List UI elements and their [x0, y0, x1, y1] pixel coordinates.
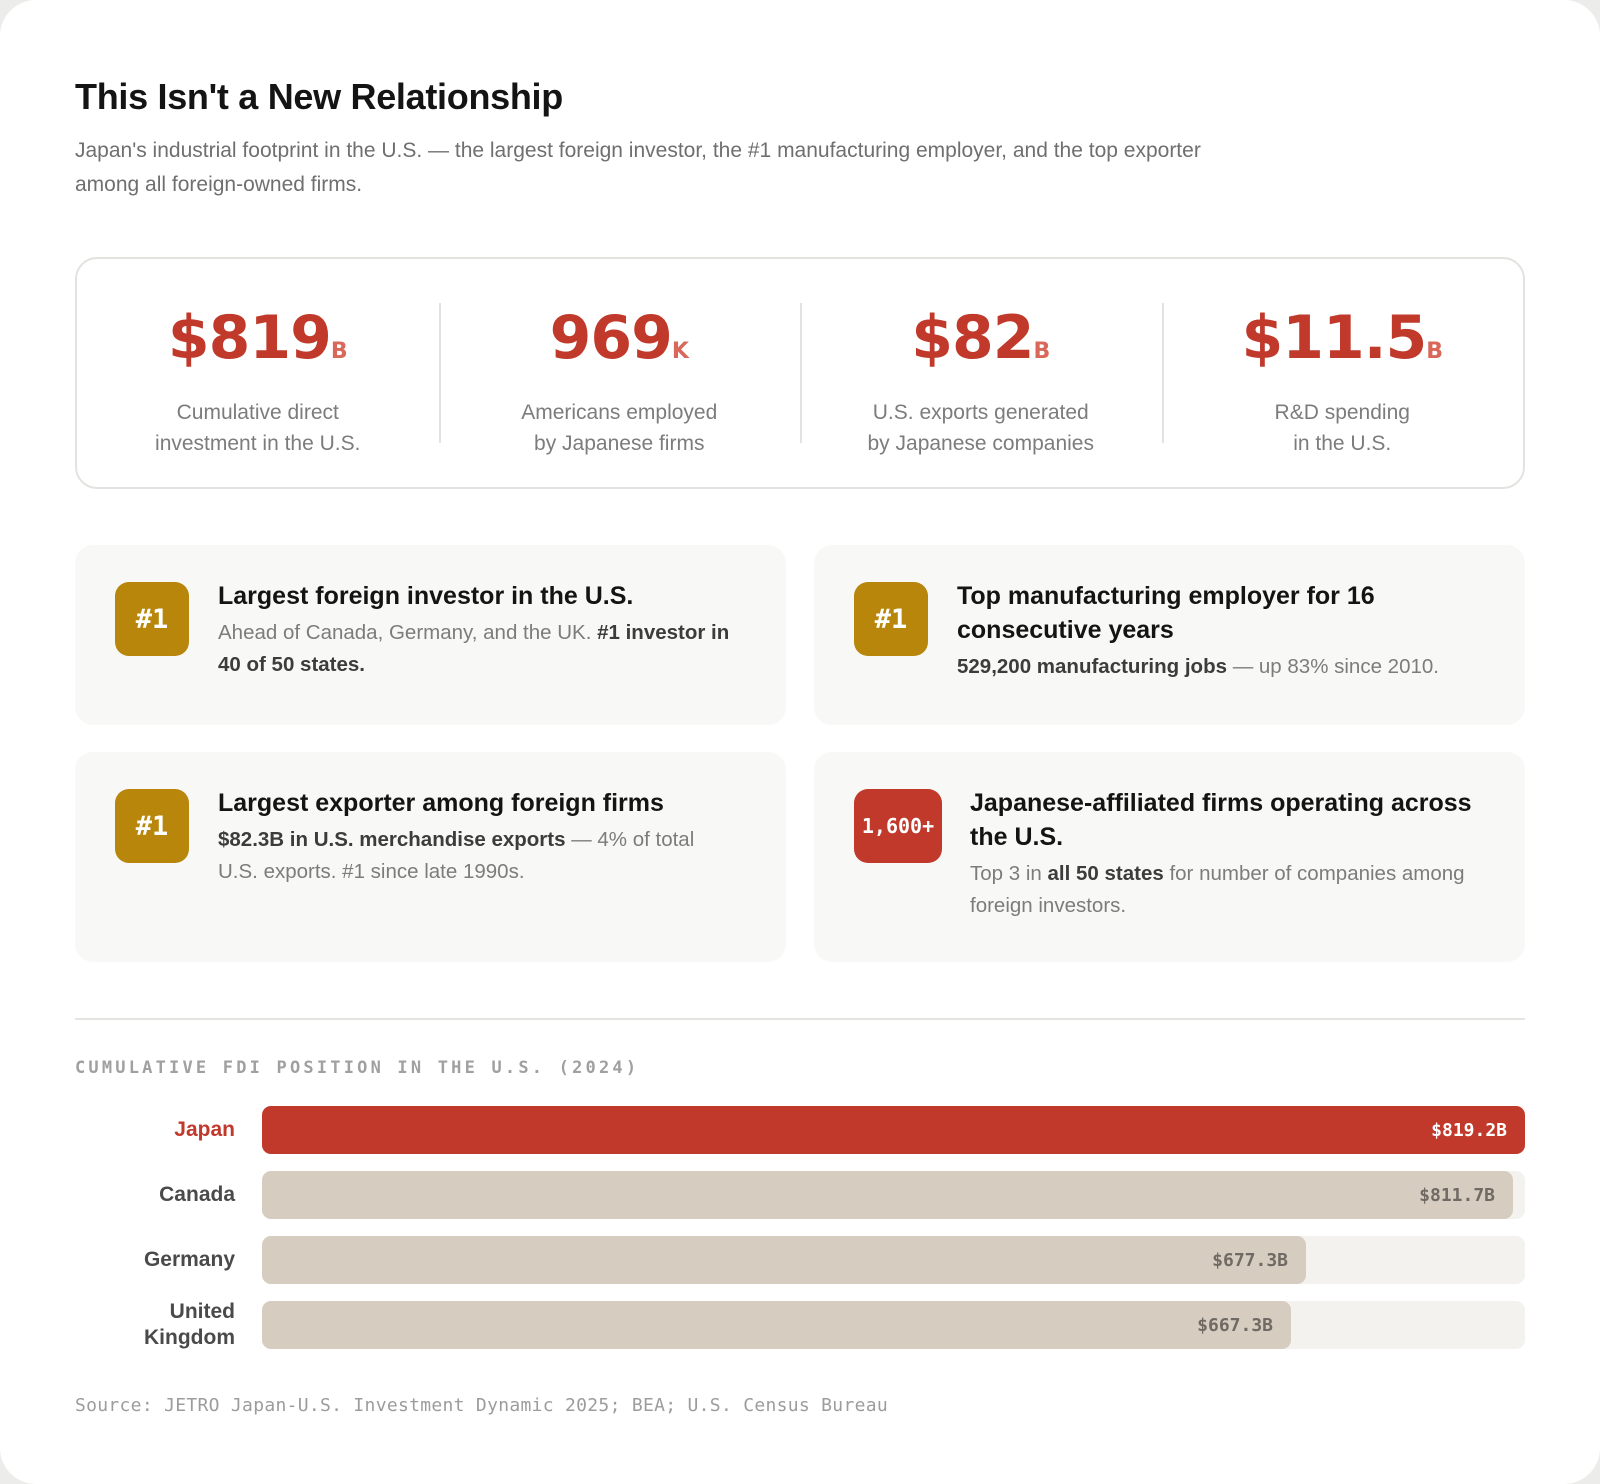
stat-value: $819	[167, 303, 332, 373]
card-text: $82.3B in U.S. merchandise exports — 4% …	[218, 828, 695, 883]
stat-value: 969	[549, 303, 673, 373]
bar: $819.2B	[262, 1106, 1525, 1154]
bar-track: $819.2B	[262, 1106, 1525, 1154]
bar-value-label: $667.3B	[1197, 1314, 1273, 1336]
chart-title: CUMULATIVE FDI POSITION IN THE U.S. (202…	[75, 1058, 640, 1078]
card-title: Top manufacturing employer for 16 consec…	[957, 582, 1375, 644]
stat-value: $82	[911, 303, 1034, 373]
bar-category-label: Canada	[159, 1183, 235, 1206]
card-title: Largest exporter among foreign firms	[218, 789, 664, 817]
stat-unit: K	[671, 339, 689, 364]
stat-label-line: R&D spending	[1274, 401, 1410, 424]
bar-track: $677.3B	[262, 1236, 1525, 1284]
card-title: Largest foreign investor in the U.S.	[218, 582, 634, 610]
bar: $667.3B	[262, 1301, 1291, 1349]
stat-unit: B	[330, 339, 348, 364]
stat-exports: $82B U.S. exports generated by Japanese c…	[800, 303, 1162, 455]
card-text: Ahead of Canada, Germany, and the UK. #1…	[218, 621, 730, 676]
bar-category-label: United Kingdom	[144, 1300, 235, 1349]
stat-label-line: Cumulative direct	[176, 401, 339, 424]
fact-card-investor: #1 Largest foreign investor in the U.S. …	[75, 545, 786, 725]
bar-row: Japan $819.2B	[75, 1106, 1525, 1154]
stat-rnd: $11.5B R&D spending in the U.S.	[1161, 303, 1524, 455]
bar: $677.3B	[262, 1236, 1306, 1284]
rank-badge: #1	[115, 789, 189, 863]
bar-track: $811.7B	[262, 1171, 1525, 1219]
page-title: This Isn't a New Relationship	[75, 76, 563, 117]
stat-label-line: investment in the U.S.	[155, 432, 361, 455]
bar-value-label: $677.3B	[1212, 1249, 1288, 1271]
bar-row: United Kingdom $667.3B	[75, 1300, 1525, 1349]
bar-value-label: $811.7B	[1419, 1184, 1495, 1206]
bar-category-label: Japan	[174, 1118, 235, 1141]
card-text: 529,200 manufacturing jobs — up 83% sinc…	[957, 655, 1439, 678]
source-note: Source: JETRO Japan-U.S. Investment Dyna…	[75, 1395, 888, 1416]
bar-row: Canada $811.7B	[75, 1171, 1525, 1219]
stats-panel: $819B Cumulative direct investment in the…	[75, 257, 1525, 489]
bar-row: Germany $677.3B	[75, 1236, 1525, 1284]
bar: $811.7B	[262, 1171, 1513, 1219]
stat-unit: B	[1426, 339, 1444, 364]
stat-employment: 969K Americans employed by Japanese firms	[438, 303, 801, 455]
fact-card-firms: 1,600+ Japanese-affiliated firms operati…	[814, 752, 1525, 962]
bar-category-label: Germany	[143, 1248, 235, 1271]
bar-value-label: $819.2B	[1431, 1119, 1507, 1141]
stat-label-line: in the U.S.	[1293, 432, 1392, 455]
rank-badge: #1	[854, 582, 928, 656]
card-text: Top 3 in all 50 states for number of com…	[970, 862, 1465, 917]
stat-unit: B	[1033, 339, 1051, 364]
page-subtitle: Japan's industrial footprint in the U.S.…	[75, 139, 1201, 196]
fact-card-employer: #1 Top manufacturing employer for 16 con…	[814, 545, 1525, 725]
stat-label-line: Americans employed	[521, 401, 718, 424]
stat-label-line: U.S. exports generated	[872, 401, 1089, 424]
stat-value: $11.5	[1241, 303, 1427, 373]
section-divider	[75, 1018, 1525, 1020]
fact-card-exporter: #1 Largest exporter among foreign firms …	[75, 752, 786, 962]
stat-label-line: by Japanese firms	[534, 432, 705, 455]
rank-badge: #1	[115, 582, 189, 656]
stat-investment: $819B Cumulative direct investment in the…	[77, 303, 439, 455]
count-badge: 1,600+	[854, 789, 942, 863]
card-title: Japanese-affiliated firms operating acro…	[970, 789, 1472, 851]
bar-track: $667.3B	[262, 1301, 1525, 1349]
stat-label-line: by Japanese companies	[867, 432, 1094, 455]
